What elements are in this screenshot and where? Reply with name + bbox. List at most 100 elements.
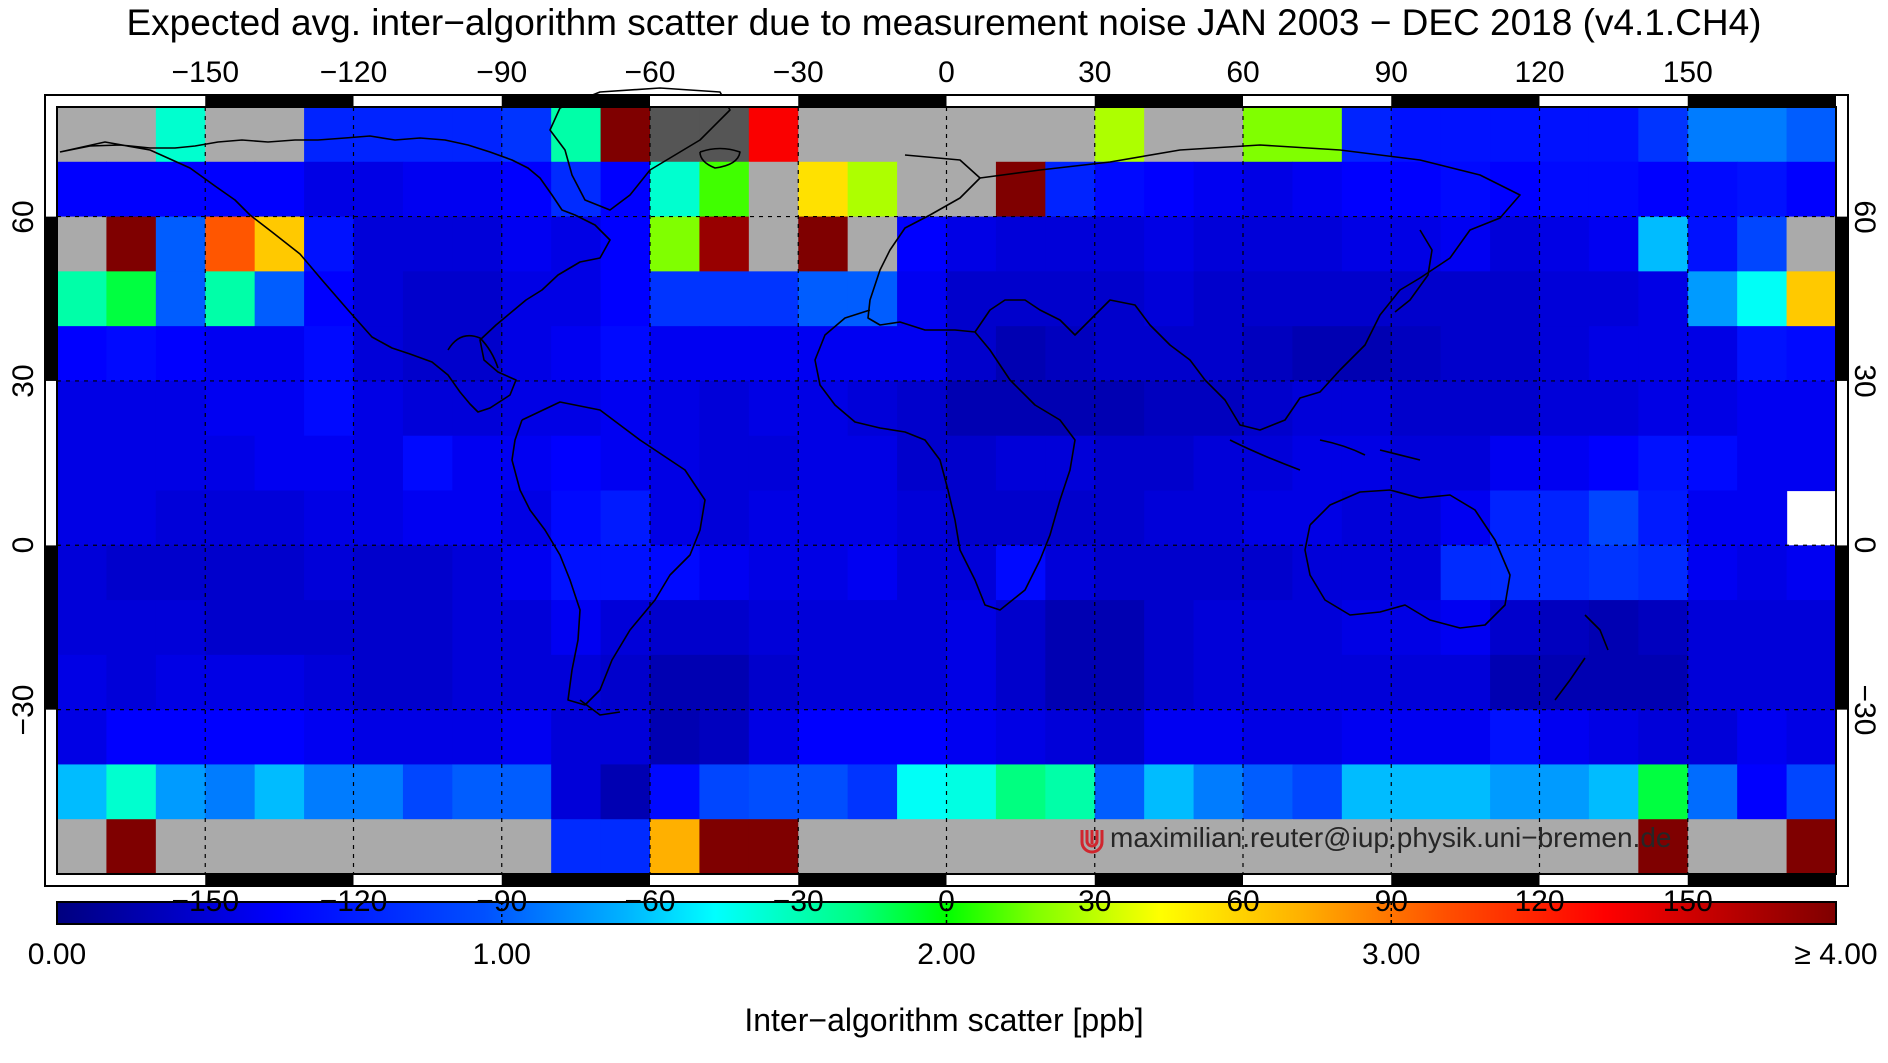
x-tick-label-top: 0 xyxy=(938,56,955,89)
heatmap-cell xyxy=(1094,490,1145,546)
heatmap-cell xyxy=(1045,271,1096,327)
coast-iceland xyxy=(699,147,741,169)
heatmap-cell xyxy=(57,107,108,163)
heatmap-cell xyxy=(1193,709,1244,766)
heatmap-cell xyxy=(1391,545,1442,601)
heatmap-cell xyxy=(600,161,651,218)
heatmap-cell xyxy=(1144,819,1195,875)
heatmap-cell xyxy=(1687,654,1738,711)
heatmap-cell xyxy=(897,380,948,437)
heatmap-cell xyxy=(304,271,355,327)
frame-bar-left xyxy=(45,545,57,710)
heatmap-cell xyxy=(254,600,305,656)
heatmap-cell xyxy=(897,709,948,766)
heatmap-cell xyxy=(501,709,552,766)
coast-gulf-of-mexico xyxy=(447,334,499,369)
heatmap-cell xyxy=(57,545,108,601)
x-tick-label-top: 30 xyxy=(1078,56,1112,89)
heatmap-cell xyxy=(1737,161,1788,218)
heatmap-cell xyxy=(1292,709,1343,766)
heatmap-cell xyxy=(847,709,898,766)
heatmap-cell xyxy=(1193,435,1244,492)
x-tick-label-top: 150 xyxy=(1662,56,1713,89)
heatmap-cell xyxy=(1638,161,1689,218)
heatmap-cell xyxy=(1588,380,1639,437)
frame-bar-bottom xyxy=(353,874,502,886)
heatmap-cell xyxy=(1588,490,1639,546)
heatmap-cell xyxy=(748,161,799,218)
heatmap-cell xyxy=(1638,326,1689,382)
heatmap-cell xyxy=(600,764,651,820)
frame-bar-bottom xyxy=(650,874,799,886)
heatmap-cell xyxy=(1094,107,1145,163)
heatmap-cell xyxy=(748,600,799,656)
heatmap-cell xyxy=(1638,600,1689,656)
heatmap-cell xyxy=(1490,161,1541,218)
heatmap-cell xyxy=(402,709,453,766)
heatmap-cell xyxy=(847,161,898,218)
x-tick-label-bottom: −30 xyxy=(772,885,824,918)
x-tick-label-bottom: −120 xyxy=(319,885,388,918)
coast-tierra-del-fuego xyxy=(579,699,621,716)
heatmap-cell xyxy=(1440,490,1491,546)
heatmap-cell xyxy=(106,326,157,382)
heatmap-cell xyxy=(1094,654,1145,711)
frame-bar-bottom xyxy=(946,874,1095,886)
heatmap-cell xyxy=(452,216,503,272)
heatmap-cell xyxy=(254,380,305,437)
heatmap-cell xyxy=(897,216,948,272)
heatmap-cell xyxy=(1391,764,1442,820)
heatmap-cell xyxy=(600,545,651,601)
x-tick-label-bottom: 30 xyxy=(1078,885,1112,918)
heatmap-cell xyxy=(699,490,750,546)
heatmap-cell xyxy=(600,271,651,327)
heatmap-cell xyxy=(1440,764,1491,820)
heatmap-cell xyxy=(106,490,157,546)
heatmap-cell xyxy=(1391,435,1442,492)
heatmap-cell xyxy=(402,600,453,656)
heatmap-cell xyxy=(995,326,1046,382)
heatmap-cell xyxy=(1144,600,1195,656)
heatmap-cell xyxy=(551,216,602,272)
heatmap-cell xyxy=(402,490,453,546)
heatmap-cell xyxy=(1292,380,1343,437)
heatmap-cell xyxy=(205,764,256,820)
heatmap-cell xyxy=(452,490,503,546)
heatmap-cell xyxy=(699,709,750,766)
heatmap-cell xyxy=(155,216,206,272)
heatmap-cell xyxy=(155,600,206,656)
heatmap-cell xyxy=(946,709,997,766)
heatmap-cell xyxy=(1144,490,1195,546)
heatmap-cell xyxy=(1292,435,1343,492)
heatmap-cell xyxy=(1588,545,1639,601)
heatmap-cell xyxy=(353,380,404,437)
heatmap-cell xyxy=(501,764,552,820)
heatmap-cell xyxy=(551,819,602,875)
heatmap-cell xyxy=(1588,764,1639,820)
x-tick-label-top: −150 xyxy=(171,56,240,89)
heatmap-cell xyxy=(106,107,157,163)
heatmap-cell xyxy=(1539,380,1590,437)
heatmap-cell xyxy=(1341,764,1392,820)
heatmap-cell xyxy=(600,380,651,437)
heatmap-cell xyxy=(353,326,404,382)
heatmap-cell xyxy=(1539,161,1590,218)
heatmap-cell xyxy=(1638,709,1689,766)
heatmap-cell xyxy=(353,435,404,492)
heatmap-cell xyxy=(699,819,750,875)
heatmap-cell xyxy=(551,764,602,820)
heatmap-cell xyxy=(57,654,108,711)
heatmap-cell xyxy=(254,435,305,492)
heatmap-cell xyxy=(897,600,948,656)
frame-bar-right xyxy=(1836,107,1848,217)
heatmap-cell xyxy=(402,271,453,327)
heatmap-cell xyxy=(748,490,799,546)
frame-bar-top xyxy=(1094,95,1243,107)
heatmap-cell xyxy=(1737,819,1788,875)
heatmap-cell xyxy=(1144,435,1195,492)
uni-bremen-logo-icon xyxy=(1080,829,1104,854)
heatmap-cell xyxy=(1687,764,1738,820)
heatmap-cell xyxy=(650,216,701,272)
heatmap-cell xyxy=(402,654,453,711)
frame-bar-bottom xyxy=(798,874,947,886)
